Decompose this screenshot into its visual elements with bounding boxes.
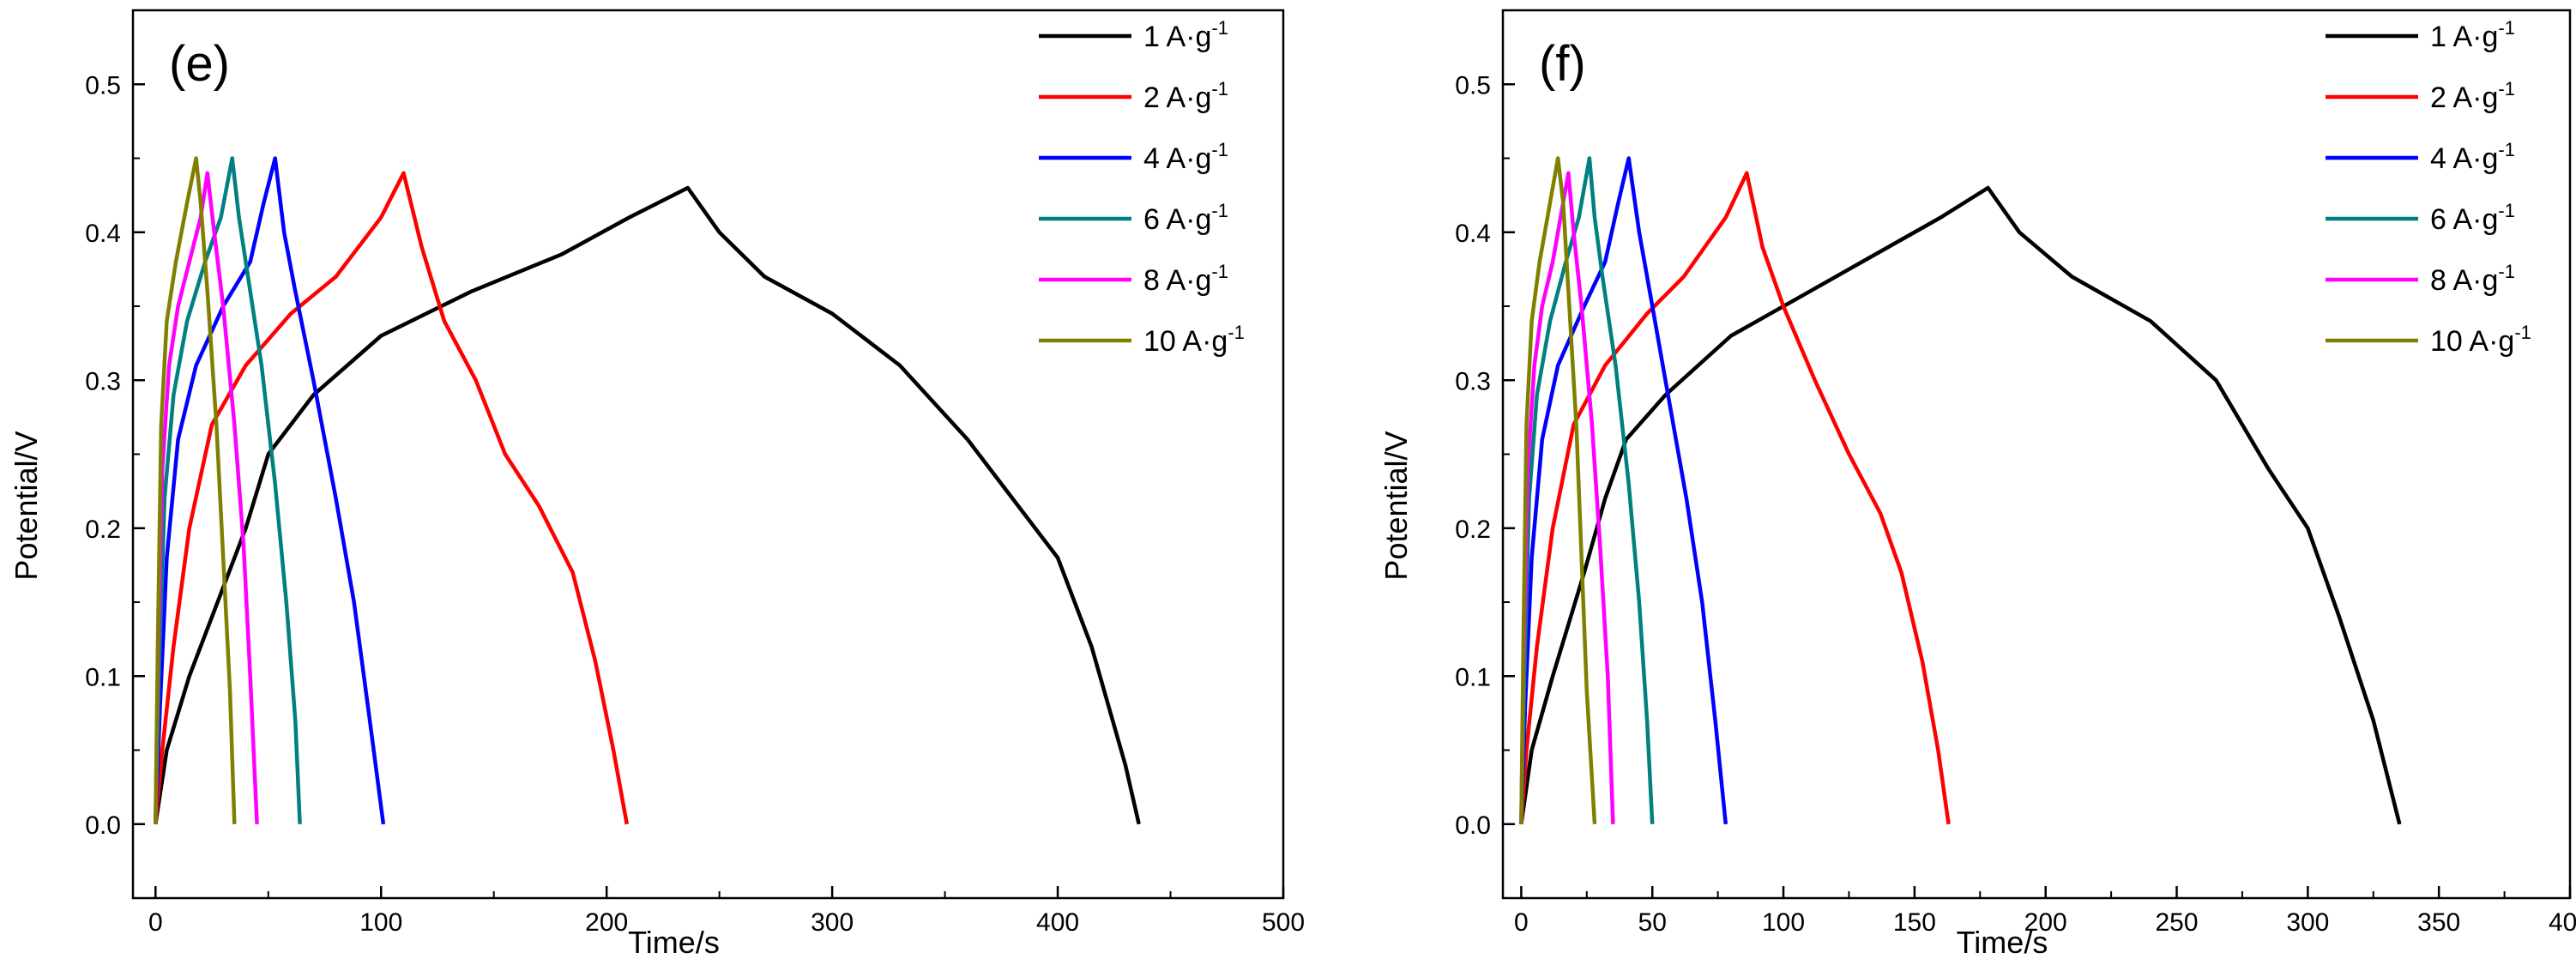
x-tick-label: 300	[811, 908, 854, 937]
y-tick-label: 0.2	[1455, 516, 1491, 544]
legend-entry: 2 A·g-1	[1143, 78, 1228, 114]
series-line	[1519, 171, 1951, 825]
series-line	[154, 156, 237, 824]
y-tick-label: 0.4	[85, 220, 121, 248]
legend-entry: 4 A·g-1	[2430, 139, 2515, 175]
y-axis-title: Potential/V	[9, 431, 44, 580]
x-tick-label: 400	[1036, 908, 1079, 937]
legend-entry: 6 A·g-1	[1143, 200, 1228, 236]
x-tick-label: 100	[359, 908, 402, 937]
x-axis-title: Time/s	[1957, 925, 2048, 959]
series-line	[1519, 156, 1728, 825]
y-tick-label: 0.5	[85, 71, 121, 100]
series-line	[154, 156, 386, 825]
x-tick-label: 250	[2155, 908, 2198, 937]
y-tick-label: 0.4	[1455, 220, 1491, 248]
chart-panel-e: 0 100 200 300 400 500 0.0 0.1 0.2 0.3 0.4 0.5 Time/s…	[9, 9, 1305, 959]
plot-frame	[1501, 9, 2572, 900]
x-tick-label: 0	[1514, 908, 1529, 937]
x-tick-label: 500	[1262, 908, 1305, 937]
y-tick-label: 0.0	[85, 811, 121, 840]
panel-label: (f)	[1539, 36, 1586, 92]
legend-entry: 1 A·g-1	[2430, 17, 2515, 53]
panel-label: (e)	[169, 36, 230, 92]
y-axis-title: Potential/V	[1378, 431, 1414, 580]
legend-entry: 1 A·g-1	[1143, 17, 1228, 53]
series-line	[1519, 185, 2402, 825]
series-line	[1519, 156, 1597, 824]
legend-entry: 8 A·g-1	[2430, 261, 2515, 297]
series-line	[154, 156, 302, 824]
legend-entry: 10 A·g-1	[1143, 322, 1245, 358]
x-tick-label: 0	[148, 908, 163, 937]
y-tick-label: 0.5	[1455, 71, 1491, 100]
x-tick-label: 200	[2024, 908, 2067, 937]
x-axis-title: Time/s	[628, 925, 720, 959]
x-tick-label: 200	[585, 908, 628, 937]
legend-entry: 8 A·g-1	[1143, 261, 1228, 297]
legend-entry: 10 A·g-1	[2430, 322, 2531, 358]
y-tick-label: 0.3	[85, 367, 121, 395]
y-tick-label: 0.2	[85, 516, 121, 544]
y-tick-label: 0.3	[1455, 367, 1491, 395]
y-tick-label: 0.1	[1455, 663, 1491, 691]
legend-entry: 6 A·g-1	[2430, 200, 2515, 236]
x-tick-label: 50	[1638, 908, 1667, 937]
series-line	[1519, 156, 1655, 824]
x-tick-label: 350	[2417, 908, 2460, 937]
x-tick-label: 150	[1893, 908, 1936, 937]
x-tick-label: 300	[2286, 908, 2329, 937]
y-tick-label: 0.1	[85, 663, 121, 691]
plot-frame	[131, 9, 1285, 900]
x-tick-label: 400	[2549, 908, 2576, 937]
series-line	[1519, 171, 1615, 824]
legend-entry: 4 A·g-1	[1143, 139, 1228, 175]
series-line	[154, 171, 259, 824]
chart-panel-f: 0 50 100 150 200 250 300 350 400 0.0 0.1 0.2 0.3 0.4 0…	[1378, 9, 2576, 959]
legend-entry: 2 A·g-1	[2430, 78, 2515, 114]
y-tick-label: 0.0	[1455, 811, 1491, 840]
series-line	[154, 171, 630, 825]
series-line	[154, 185, 1141, 825]
x-tick-label: 100	[1762, 908, 1805, 937]
